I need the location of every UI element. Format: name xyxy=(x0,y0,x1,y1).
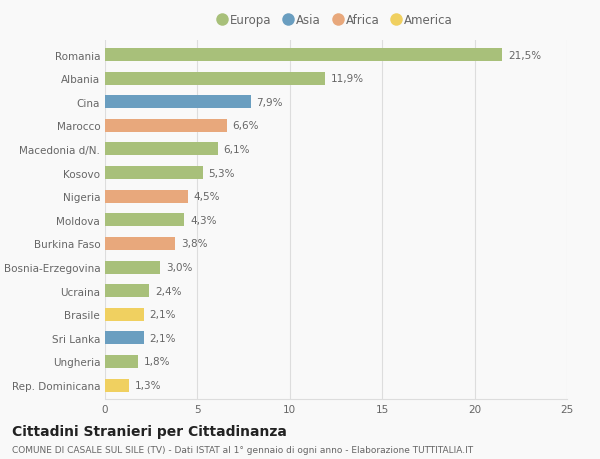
Bar xyxy=(105,143,218,156)
Bar xyxy=(105,96,251,109)
Bar xyxy=(105,73,325,85)
Text: 4,3%: 4,3% xyxy=(190,215,217,225)
Bar xyxy=(105,331,144,345)
Text: Cittadini Stranieri per Cittadinanza: Cittadini Stranieri per Cittadinanza xyxy=(12,425,287,438)
Text: 2,4%: 2,4% xyxy=(155,286,181,296)
Bar xyxy=(105,120,227,133)
Text: 2,1%: 2,1% xyxy=(149,309,176,319)
Bar xyxy=(105,237,175,250)
Text: 1,8%: 1,8% xyxy=(144,357,170,367)
Bar xyxy=(105,261,160,274)
Text: 2,1%: 2,1% xyxy=(149,333,176,343)
Text: 5,3%: 5,3% xyxy=(208,168,235,178)
Bar xyxy=(105,49,502,62)
Text: 11,9%: 11,9% xyxy=(331,74,364,84)
Bar xyxy=(105,355,138,368)
Text: 3,0%: 3,0% xyxy=(166,263,193,273)
Bar xyxy=(105,167,203,179)
Legend: Europa, Asia, Africa, America: Europa, Asia, Africa, America xyxy=(214,10,458,32)
Text: 3,8%: 3,8% xyxy=(181,239,207,249)
Bar xyxy=(105,285,149,297)
Text: COMUNE DI CASALE SUL SILE (TV) - Dati ISTAT al 1° gennaio di ogni anno - Elabora: COMUNE DI CASALE SUL SILE (TV) - Dati IS… xyxy=(12,445,473,454)
Bar xyxy=(105,308,144,321)
Bar xyxy=(105,214,184,227)
Text: 6,6%: 6,6% xyxy=(233,121,259,131)
Bar xyxy=(105,379,129,392)
Text: 6,1%: 6,1% xyxy=(223,145,250,155)
Bar xyxy=(105,190,188,203)
Text: 4,5%: 4,5% xyxy=(194,192,220,202)
Text: 21,5%: 21,5% xyxy=(508,50,541,61)
Text: 7,9%: 7,9% xyxy=(257,98,283,107)
Text: 1,3%: 1,3% xyxy=(134,380,161,390)
